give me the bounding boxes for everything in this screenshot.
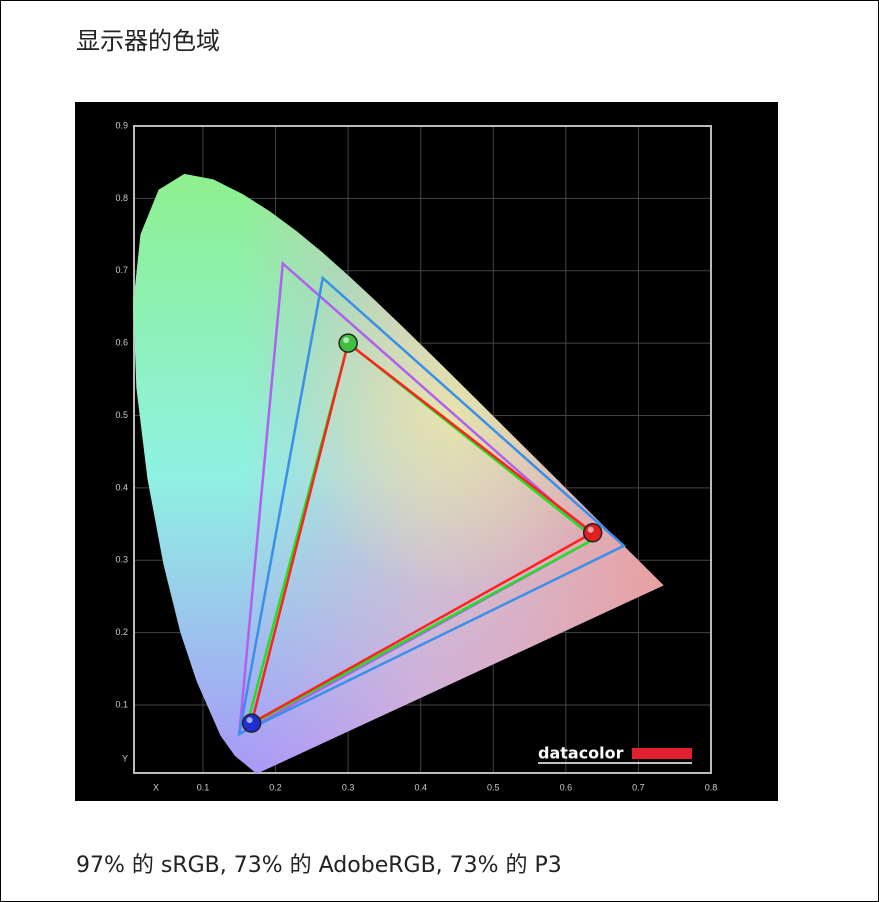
primary-point <box>582 523 603 543</box>
x-tick-label: 0.8 <box>705 782 718 792</box>
primary-point <box>241 713 262 733</box>
point-shine <box>587 526 594 533</box>
x-tick-label: 0.1 <box>197 782 210 792</box>
x-tick-label: 0.3 <box>342 782 355 792</box>
gamut-triangle <box>237 260 598 737</box>
y-tick-label: 0.3 <box>115 555 128 565</box>
axis-frame <box>133 125 712 774</box>
x-tick-label: 0.4 <box>414 782 427 792</box>
y-tick-label: 0.6 <box>115 338 128 348</box>
y-tick-label: 0.8 <box>115 193 128 203</box>
plot: 0.1 0.2 0.3 0.4 0.5 0.6 0.7 0.8 0.1 0.2 0.3 0.4 0.5 0… <box>115 120 717 792</box>
locus-highlight <box>133 173 664 774</box>
gamut-triangle <box>249 340 595 726</box>
primary-point <box>338 333 358 353</box>
y-tick-label: 0.2 <box>115 627 128 637</box>
x-axis-label: X <box>153 782 159 792</box>
y-tick-label: 0.4 <box>115 482 128 492</box>
x-tick-label: 0.7 <box>632 782 645 792</box>
point-shine <box>246 717 253 724</box>
gamut-triangle <box>237 275 627 737</box>
y-tick-label: 0.9 <box>115 120 128 130</box>
y-tick-label: 0.1 <box>115 699 128 709</box>
y-tick-label: 0.5 <box>115 410 128 420</box>
caption: 97% 的 sRGB, 73% 的 AdobeRGB, 73% 的 P3 <box>76 853 562 878</box>
logo-bar <box>632 748 692 759</box>
gamut-triangle <box>244 340 598 730</box>
logo: datacolor <box>538 744 624 763</box>
x-tick-label: 0.2 <box>269 782 282 792</box>
y-axis-label: Y <box>122 753 128 763</box>
point-shine <box>343 337 350 344</box>
x-tick-label: 0.5 <box>487 782 500 792</box>
y-tick-label: 0.7 <box>115 265 128 275</box>
x-tick-label: 0.6 <box>560 782 573 792</box>
title: 显示器的色域 <box>76 27 220 55</box>
